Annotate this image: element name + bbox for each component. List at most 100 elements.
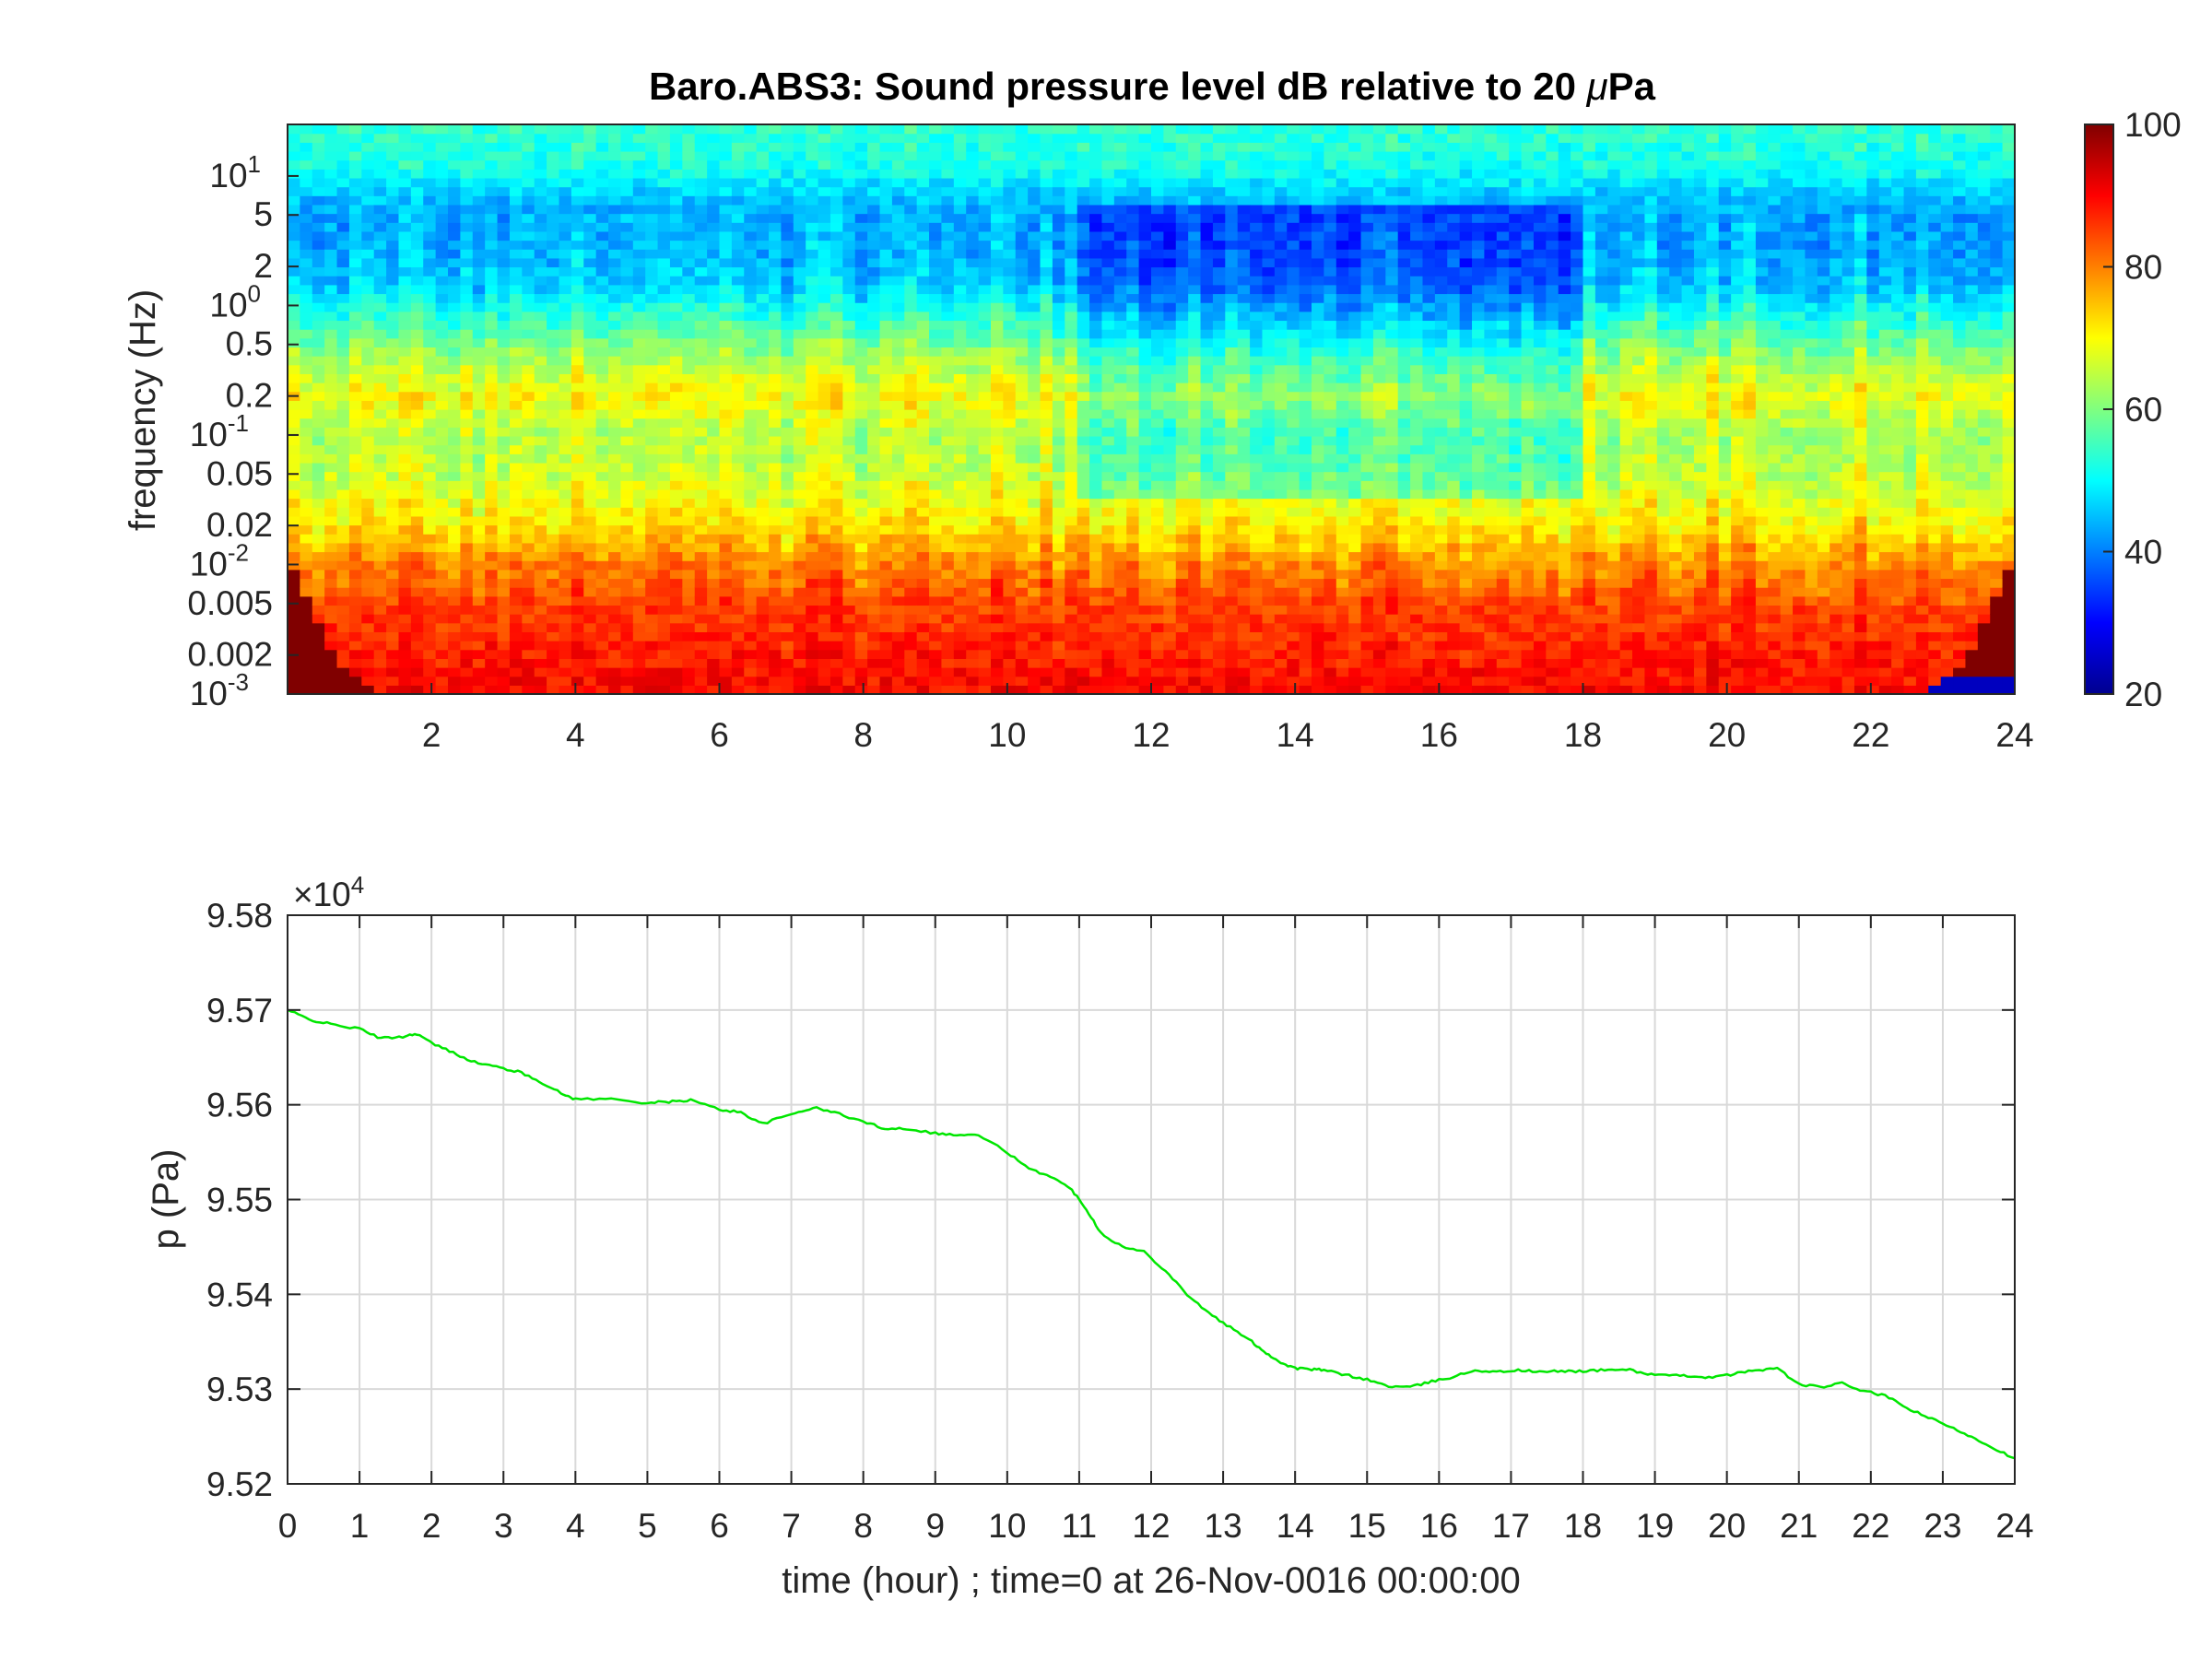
spectrogram-cell [1225, 293, 1239, 303]
spectrogram-cell [793, 435, 806, 446]
spectrogram-cell [547, 356, 560, 366]
spectrogram-cell [1052, 631, 1065, 641]
spectrogram-cell [854, 488, 868, 500]
spectrogram-cell [719, 195, 733, 206]
spectrogram-cell [559, 293, 572, 303]
spectrogram-cell [1151, 595, 1164, 606]
spectrogram-cell [336, 471, 350, 481]
spectrogram-cell [1015, 498, 1029, 508]
spectrogram-cell [1200, 515, 1214, 526]
spectrogram-cell [1113, 222, 1127, 232]
spectrogram-cell [830, 240, 843, 250]
spectrogram-cell [694, 685, 708, 695]
spectrogram-cell [460, 257, 474, 268]
spectrogram-cell [435, 444, 449, 454]
spectrogram-cell [632, 204, 646, 215]
spectrogram-cell [595, 676, 609, 686]
spectrogram-cell [559, 240, 572, 250]
spectrogram-cell [497, 293, 511, 303]
spectrogram-cell [1077, 337, 1090, 348]
spectrogram-cell [990, 462, 1004, 473]
spectrogram-cell [1126, 409, 1140, 419]
spectrogram-cell [373, 488, 387, 500]
spectrogram-cell [657, 560, 671, 571]
spectrogram-cell [1003, 507, 1017, 517]
spectrogram-cell [1113, 177, 1127, 188]
spectrogram-cell [1077, 373, 1090, 383]
spectrogram-cell [288, 658, 300, 668]
spectrogram-cell [509, 462, 523, 473]
spectrogram-cell [1089, 195, 1103, 206]
spectrogram-cell [300, 667, 313, 677]
spectrogram-cell [497, 382, 511, 393]
spectrogram-cell [756, 186, 770, 196]
spectrogram-cell [818, 364, 831, 374]
spectrogram-cell [312, 302, 325, 312]
spectrogram-cell [854, 605, 868, 615]
spectrogram-cell [620, 400, 634, 410]
spectrogram-cell [1188, 453, 1202, 464]
spectrogram-cell [288, 150, 300, 161]
spectrogram-cell [324, 257, 338, 268]
spectrogram-cell [620, 169, 634, 179]
spectrogram-cell [830, 124, 843, 135]
spectrogram-cell [756, 124, 770, 135]
spectrogram-cell [312, 685, 325, 695]
spectrogram-cell [756, 302, 770, 312]
spectrogram-cell [1212, 578, 1226, 588]
spectrogram-cell [891, 347, 905, 357]
spectrogram-cell [559, 658, 572, 668]
spectrogram-cell [669, 195, 683, 206]
spectrogram-cell [966, 542, 980, 553]
spectrogram-cell [879, 667, 893, 677]
spectrogram-cell [460, 488, 474, 500]
spectrogram-cell [435, 676, 449, 686]
spectrogram-cell [1065, 195, 1078, 206]
spectrogram-cell [1065, 257, 1078, 268]
spectrogram-cell [1188, 284, 1202, 295]
spectrogram-cell [953, 631, 967, 641]
spectrogram-cell [583, 462, 597, 473]
spectrogram-cell [1188, 400, 1202, 410]
spectrogram-cell [830, 364, 843, 374]
spectrogram-cell [1138, 284, 1152, 295]
spectrogram-cell [547, 133, 560, 143]
spectrogram-cell [608, 631, 622, 641]
spectrogram-cell [645, 195, 659, 206]
spectrogram-cell [842, 471, 856, 481]
spectrogram-cell [324, 542, 338, 553]
spectrogram-cell [608, 471, 622, 481]
spectrogram-cell [398, 311, 412, 322]
spectrogram-cell [1138, 605, 1152, 615]
spectrogram-cell [595, 480, 609, 490]
spectrogram-cell [386, 569, 400, 580]
spectrogram-cell [941, 320, 955, 330]
spectrogram-cell [1151, 578, 1164, 588]
spectrogram-cell [348, 329, 362, 339]
spectrogram-cell [953, 169, 967, 179]
spectrogram-cell [485, 347, 499, 357]
spectrogram-cell [818, 257, 831, 268]
spectrogram-cell [1040, 507, 1053, 517]
spectrogram-cell [978, 435, 992, 446]
spectrogram-cell [386, 614, 400, 624]
spectrogram-cell [336, 124, 350, 135]
spectrogram-cell [904, 177, 918, 188]
spectrogram-cell [595, 400, 609, 410]
spectrogram-cell [756, 471, 770, 481]
spectrogram-cell [300, 622, 313, 633]
spectrogram-cell [731, 658, 745, 668]
spectrogram-cell [941, 382, 955, 393]
spectrogram-cell [830, 418, 843, 428]
spectrogram-cell [1138, 418, 1152, 428]
spectrogram-cell [904, 213, 918, 223]
spectrogram-cell [806, 444, 819, 454]
spectrogram-cell [522, 195, 535, 206]
spectrogram-cell [423, 453, 437, 464]
spectrogram-cell [929, 560, 943, 571]
spectrogram-cell [867, 347, 881, 357]
spectrogram-cell [842, 667, 856, 677]
spectrogram-cell [1003, 249, 1017, 259]
spectrogram-cell [472, 418, 486, 428]
spectrogram-cell [361, 302, 375, 312]
